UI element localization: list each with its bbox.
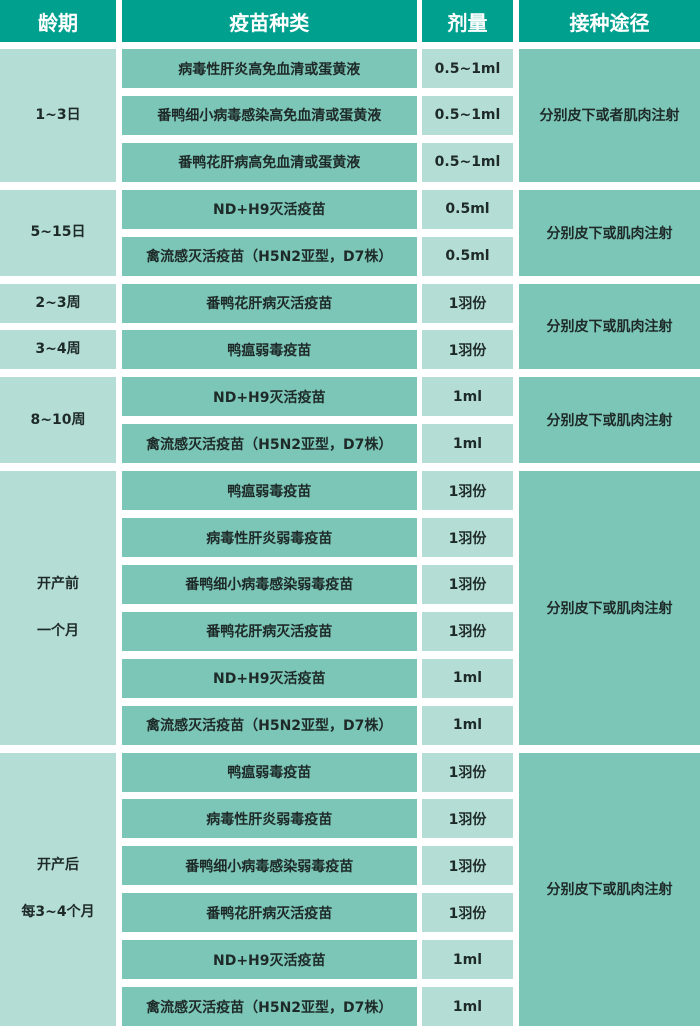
age-cell: 3~4周 bbox=[0, 330, 116, 370]
vaccine-cell: 鸭瘟弱毒疫苗 bbox=[121, 330, 417, 370]
vaccine-cell: 禽流感灭活疫苗（H5N2亚型，D7株） bbox=[121, 236, 417, 276]
age-cell: 2~3周 bbox=[0, 283, 116, 323]
vaccine-cell: 番鸭细小病毒感染高免血清或蛋黄液 bbox=[121, 95, 417, 135]
vaccine-cell: 病毒性肝炎弱毒疫苗 bbox=[121, 518, 417, 557]
dose-cell: 1羽份 bbox=[422, 611, 513, 651]
vaccine-cell: 病毒性肝炎高免血清或蛋黄液 bbox=[121, 49, 417, 88]
dose-cell: 1羽份 bbox=[422, 283, 513, 323]
vaccine-cell: ND+H9灭活疫苗 bbox=[121, 658, 417, 698]
dose-cell: 1ml bbox=[422, 987, 513, 1026]
age-label: 3~4周 bbox=[35, 341, 81, 358]
route-cell: 分别皮下或肌肉注射 bbox=[519, 752, 700, 1026]
route-cell: 分别皮下或肌肉注射 bbox=[519, 189, 700, 276]
dose-cell: 1羽份 bbox=[422, 330, 513, 370]
dose-cell: 1ml bbox=[422, 705, 513, 745]
dose-cell: 1羽份 bbox=[422, 752, 513, 792]
vaccine-cell: 鸭瘟弱毒疫苗 bbox=[121, 471, 417, 511]
vaccine-cell: 番鸭花肝病灭活疫苗 bbox=[121, 611, 417, 651]
header-cell: 剂量 bbox=[422, 0, 513, 42]
dose-cell: 1羽份 bbox=[422, 846, 513, 886]
dose-cell: 0.5~1ml bbox=[422, 142, 513, 182]
vaccine-cell: ND+H9灭活疫苗 bbox=[121, 940, 417, 980]
header-cell: 疫苗种类 bbox=[121, 0, 417, 42]
vaccine-cell: ND+H9灭活疫苗 bbox=[121, 377, 417, 417]
vaccine-cell: 禽流感灭活疫苗（H5N2亚型，D7株） bbox=[121, 705, 417, 745]
dose-cell: 0.5~1ml bbox=[422, 49, 513, 88]
header-cell: 接种途径 bbox=[519, 0, 700, 42]
vaccine-cell: 番鸭花肝病高免血清或蛋黄液 bbox=[121, 142, 417, 182]
dose-cell: 1ml bbox=[422, 658, 513, 698]
dose-cell: 0.5ml bbox=[422, 236, 513, 276]
age-label: 一个月 bbox=[37, 622, 79, 639]
route-cell: 分别皮下或者肌肉注射 bbox=[519, 49, 700, 182]
age-cell: 1~3日 bbox=[0, 49, 116, 182]
vaccine-cell: 禽流感灭活疫苗（H5N2亚型，D7株） bbox=[121, 987, 417, 1026]
age-label: 每3~4个月 bbox=[21, 904, 95, 921]
dose-cell: 1ml bbox=[422, 424, 513, 464]
age-label: 8~10周 bbox=[30, 411, 86, 428]
vaccine-cell: 番鸭花肝病灭活疫苗 bbox=[121, 893, 417, 933]
age-cell: 8~10周 bbox=[0, 377, 116, 464]
age-label: 开产后 bbox=[37, 857, 79, 874]
dose-cell: 1羽份 bbox=[422, 518, 513, 557]
route-cell: 分别皮下或肌肉注射 bbox=[519, 377, 700, 464]
vaccine-cell: ND+H9灭活疫苗 bbox=[121, 189, 417, 229]
age-cell: 开产前 一个月 bbox=[0, 471, 116, 745]
dose-cell: 1羽份 bbox=[422, 893, 513, 933]
dose-cell: 1ml bbox=[422, 377, 513, 417]
age-label: 2~3周 bbox=[35, 294, 81, 311]
dose-cell: 0.5~1ml bbox=[422, 95, 513, 135]
route-cell: 分别皮下或肌肉注射 bbox=[519, 471, 700, 745]
vaccine-cell: 番鸭细小病毒感染弱毒疫苗 bbox=[121, 564, 417, 604]
route-cell: 分别皮下或肌肉注射 bbox=[519, 283, 700, 370]
age-label: 1~3日 bbox=[35, 106, 81, 123]
vaccine-cell: 鸭瘟弱毒疫苗 bbox=[121, 752, 417, 792]
dose-cell: 0.5ml bbox=[422, 189, 513, 229]
age-label: 5~15日 bbox=[30, 224, 86, 241]
header-cell: 龄期 bbox=[0, 0, 116, 42]
dose-cell: 1羽份 bbox=[422, 564, 513, 604]
vaccine-cell: 禽流感灭活疫苗（H5N2亚型，D7株） bbox=[121, 424, 417, 464]
vaccine-cell: 病毒性肝炎弱毒疫苗 bbox=[121, 799, 417, 839]
age-cell: 5~15日 bbox=[0, 189, 116, 276]
dose-cell: 1羽份 bbox=[422, 799, 513, 839]
age-label: 开产前 bbox=[37, 575, 79, 592]
dose-cell: 1羽份 bbox=[422, 471, 513, 511]
dose-cell: 1ml bbox=[422, 940, 513, 980]
age-cell: 开产后每3~4个月 bbox=[0, 752, 116, 1026]
vaccine-cell: 番鸭细小病毒感染弱毒疫苗 bbox=[121, 846, 417, 886]
vaccine-cell: 番鸭花肝病灭活疫苗 bbox=[121, 283, 417, 323]
